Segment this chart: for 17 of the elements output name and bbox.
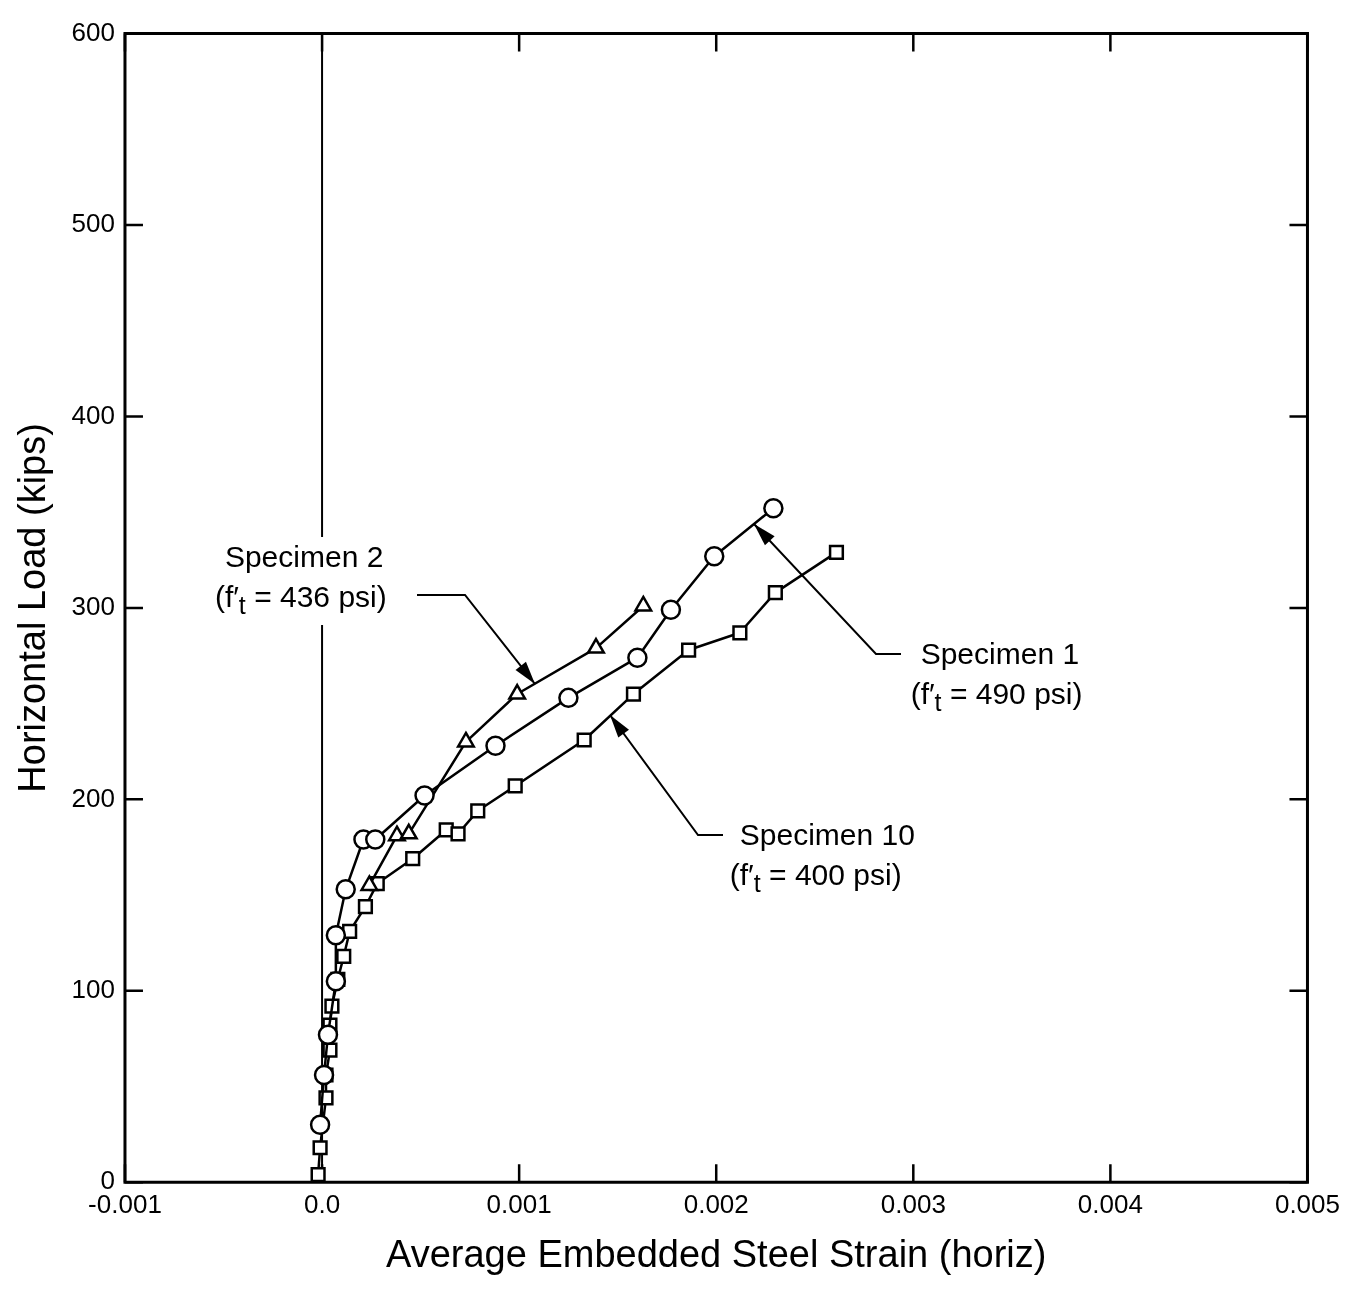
y-tick-label: 500 bbox=[71, 208, 115, 239]
annotation: Specimen 1 (f′$_{t}$ = 490 psi) bbox=[910, 633, 1083, 722]
x-tick-label: 0.003 bbox=[880, 1188, 946, 1219]
x-tick-label: 0.001 bbox=[486, 1188, 552, 1219]
annotation: Specimen 10 (f′$_{t}$ = 400 psi) bbox=[729, 815, 915, 904]
x-tick-label: 0.0 bbox=[303, 1188, 341, 1219]
y-tick-label: 200 bbox=[71, 782, 115, 813]
y-tick-label: 100 bbox=[71, 973, 115, 1004]
y-tick-label: 400 bbox=[71, 399, 115, 430]
annotation: Specimen 2 (f′$_{t}$ = 436 psi) bbox=[214, 537, 387, 626]
x-tick-label: 0.005 bbox=[1274, 1188, 1341, 1219]
y-tick-label: 300 bbox=[71, 591, 115, 622]
y-tick-label: 600 bbox=[71, 16, 115, 47]
x-tick-label: 0.002 bbox=[683, 1188, 749, 1219]
x-tick-label: 0.004 bbox=[1077, 1188, 1143, 1219]
x-axis-title: Average Embedded Steel Strain (horiz) bbox=[386, 1232, 1047, 1275]
y-axis-title: Horizontal Load (kips) bbox=[11, 423, 54, 793]
